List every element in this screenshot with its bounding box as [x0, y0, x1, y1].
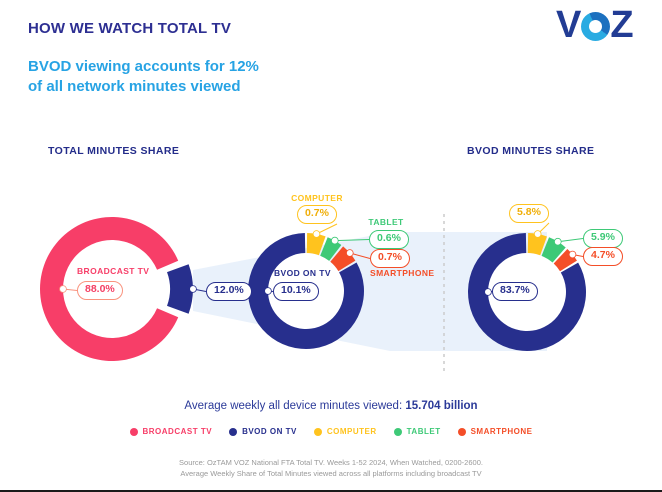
legend-dot-icon [313, 427, 322, 436]
legend-dot-icon [229, 427, 238, 436]
subtitle-line-1: BVOD viewing accounts for 12% [28, 58, 259, 75]
voz-logo: V Z [556, 4, 634, 46]
page-subtitle: BVOD viewing accounts for 12% of all net… [28, 57, 259, 97]
legend-dot-icon [129, 427, 138, 436]
broadcast-tv-label: BROADCAST TV [77, 266, 150, 276]
legend-item: TABLET [393, 427, 441, 436]
tablet-value-pill-right: 5.9% [583, 229, 623, 248]
bvod-on-tv-label: BVOD ON TV [274, 268, 331, 278]
total-bvod-value-pill: 12.0% [206, 282, 252, 301]
legend-dot-icon [457, 427, 466, 436]
smartphone-label-mid: SMARTPHONE [370, 268, 435, 278]
computer-value-pill-mid: 0.7% [297, 205, 337, 224]
legend-item: COMPUTER [313, 427, 377, 436]
voz-ring-icon [581, 12, 611, 41]
average-minutes-value: 15.704 billion [405, 400, 478, 412]
legend-label: TABLET [406, 427, 441, 436]
source-line-2: Average Weekly Share of Total Minutes vi… [180, 469, 482, 479]
average-minutes-line: Average weekly all device minutes viewed… [0, 400, 662, 412]
broadcast-tv-value-pill: 88.0% [77, 281, 123, 300]
legend-item: BROADCAST TV [129, 427, 213, 436]
legend-item: BVOD ON TV [229, 427, 297, 436]
source-note: Source: OzTAM VOZ National FTA Total TV.… [0, 457, 662, 480]
legend-label: COMPUTER [326, 427, 377, 436]
legend-label: BVOD ON TV [242, 427, 297, 436]
legend-dot-icon [393, 427, 402, 436]
smartphone-value-pill-mid: 0.7% [370, 249, 410, 268]
computer-value-pill-right: 5.8% [509, 204, 549, 223]
tablet-label-mid: TABLET [368, 217, 404, 227]
bvod-share-value-pill: 83.7% [492, 282, 538, 301]
logo-letter-v: V [556, 4, 581, 46]
legend-label: BROADCAST TV [142, 427, 213, 436]
computer-label-mid: COMPUTER [291, 193, 343, 203]
legend-label: SMARTPHONE [470, 427, 533, 436]
right-chart-heading: BVOD MINUTES SHARE [467, 145, 595, 157]
tablet-value-pill-mid: 0.6% [369, 230, 409, 249]
legend-item: SMARTPHONE [457, 427, 533, 436]
bvod-on-tv-value-pill: 10.1% [273, 282, 319, 301]
average-minutes-prefix: Average weekly all device minutes viewed… [184, 400, 406, 412]
source-line-1: Source: OzTAM VOZ National FTA Total TV.… [179, 458, 483, 467]
logo-letter-z: Z [610, 4, 633, 46]
subtitle-line-2: of all network minutes viewed [28, 77, 241, 95]
legend: BROADCAST TV BVOD ON TV COMPUTER TABLET SMAR… [0, 427, 662, 436]
left-chart-heading: TOTAL MINUTES SHARE [48, 145, 180, 157]
page-title: HOW WE WATCH TOTAL TV [28, 20, 232, 37]
smartphone-value-pill-right: 4.7% [583, 247, 623, 266]
